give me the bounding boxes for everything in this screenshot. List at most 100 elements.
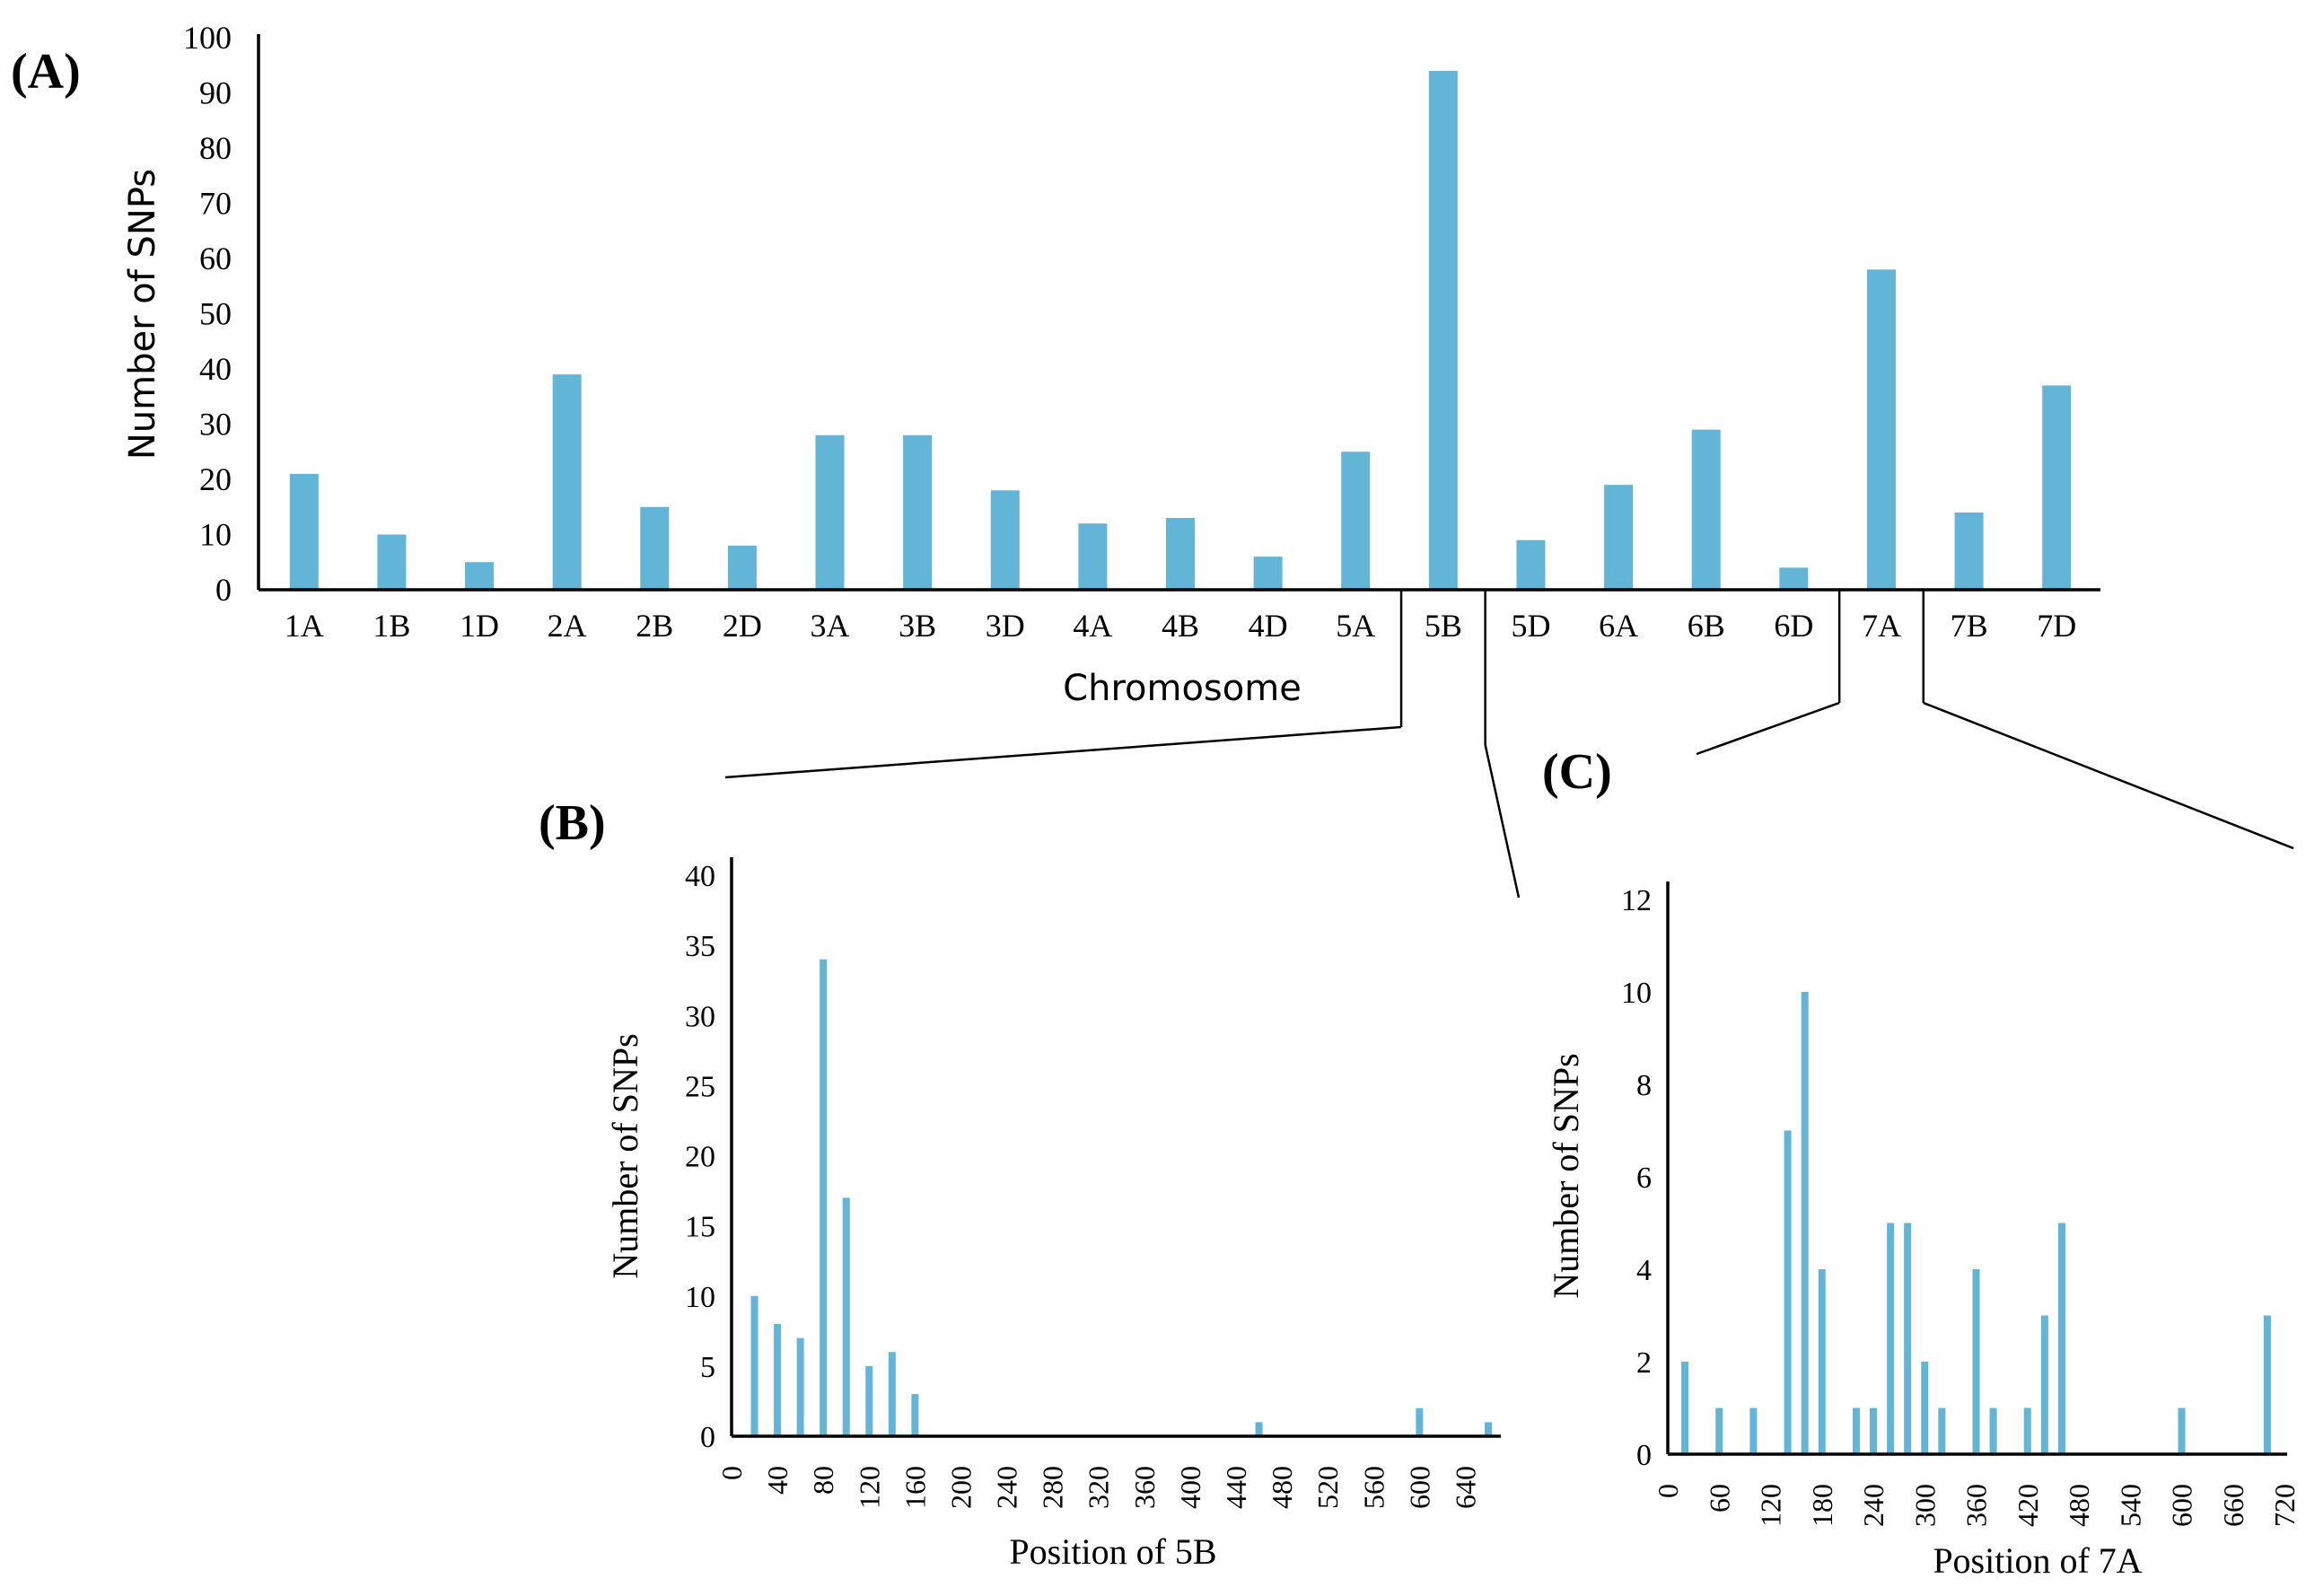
chart-c-ytick-label: 2 xyxy=(1636,1346,1652,1380)
chart-a-ytick-label: 80 xyxy=(199,130,232,166)
chart-b-ytick-label: 10 xyxy=(685,1281,715,1314)
chart-c-xtick-label: 0 xyxy=(1652,1484,1684,1498)
chart-b-xtick-label: 640 xyxy=(1449,1466,1481,1509)
chart-a-ytick-label: 30 xyxy=(199,407,232,443)
chart-c-xtick-label: 240 xyxy=(1857,1484,1890,1527)
chart-c-xtick-label: 540 xyxy=(2114,1484,2146,1527)
chart-a-ytick-label: 20 xyxy=(199,461,232,497)
chart-c-bar xyxy=(1801,992,1809,1454)
chart-a-xtick-label: 7D xyxy=(2037,608,2076,644)
chart-b-ytick-label: 5 xyxy=(700,1351,715,1384)
chart-b-bar xyxy=(911,1394,919,1436)
chart-b-xtick-label: 600 xyxy=(1403,1466,1435,1509)
chart-b-xtick-label: 80 xyxy=(807,1466,839,1495)
chart-b-xtick-label: 520 xyxy=(1311,1466,1344,1509)
chart-a-ytick-label: 50 xyxy=(199,296,232,332)
chart-a-bar-5D xyxy=(1516,539,1546,590)
panel-label-c: (C) xyxy=(1542,744,1612,800)
chart-a-xtick-label: 3A xyxy=(811,608,850,644)
chart-a-bar-1A xyxy=(289,473,319,590)
chart-b-xtick-label: 160 xyxy=(899,1466,931,1509)
chart-c-xtick-label: 180 xyxy=(1806,1484,1838,1527)
chart-a-xtick-label: 2D xyxy=(723,608,762,644)
chart-b-bar xyxy=(820,959,828,1436)
chart-b-xtick-label: 200 xyxy=(944,1466,977,1509)
chart-a-xtick-label: 1D xyxy=(460,608,499,644)
chart-b-xtick-label: 240 xyxy=(991,1466,1023,1509)
chart-a-bar-4D xyxy=(1253,557,1283,590)
chart-a-ytick-label: 0 xyxy=(215,572,232,608)
chart-a-y-axis-label: Number of SNPs xyxy=(122,169,163,460)
chart-a-xtick-label: 2A xyxy=(548,608,587,644)
chart-c-bar xyxy=(1887,1223,1895,1454)
chart-a-bar-6A xyxy=(1604,485,1634,590)
chart-c-xtick-label: 660 xyxy=(2217,1484,2249,1527)
chart-b-ytick-label: 40 xyxy=(685,860,715,893)
chart-a-bar-3A xyxy=(815,434,845,590)
chart-c-xtick-label: 720 xyxy=(2268,1484,2301,1527)
chart-c-ytick-label: 0 xyxy=(1636,1439,1652,1472)
chart-b-xtick-label: 560 xyxy=(1357,1466,1390,1509)
chart-a-xtick-label: 5A xyxy=(1336,608,1375,644)
chart-a-xtick-label: 3D xyxy=(986,608,1025,644)
chart-c-bar xyxy=(1921,1362,1929,1454)
chart-b-ytick-label: 25 xyxy=(685,1070,715,1103)
chart-a-bar-2D xyxy=(727,545,757,590)
chart-a-xtick-label: 2B xyxy=(636,608,673,644)
chart-b-bar xyxy=(865,1365,873,1436)
chart-a-bar-7D xyxy=(2042,385,2072,590)
chart-a-bar-6D xyxy=(1779,567,1809,590)
chart-c-bar xyxy=(2178,1407,2186,1454)
chart-a-bar-6B xyxy=(1691,429,1721,590)
chart-a-xtick-label: 7A xyxy=(1862,608,1901,644)
chart-a-xtick-label: 5D xyxy=(1511,608,1550,644)
chart-c-bar xyxy=(1818,1269,1826,1454)
chart-a-xtick-label: 5B xyxy=(1425,608,1462,644)
chart-a-bar-1D xyxy=(465,562,495,590)
chart-c-bar xyxy=(1681,1362,1689,1454)
zoom-connector-7a-right xyxy=(1923,701,2294,850)
chart-c-ytick-label: 6 xyxy=(1636,1162,1652,1195)
chart-c-bar xyxy=(1989,1407,1997,1454)
chart-b-bar xyxy=(774,1324,782,1436)
chart-b-bar xyxy=(888,1352,896,1436)
chart-b-ytick-label: 0 xyxy=(700,1421,715,1454)
chart-b-bar xyxy=(842,1197,850,1436)
chart-a-ytick-label: 90 xyxy=(199,75,232,111)
chart-c-bar xyxy=(1938,1407,1946,1454)
chart-a-bar-7B xyxy=(1954,512,1984,590)
chart-a-bar-5A xyxy=(1341,452,1371,590)
chart-a-bar-2B xyxy=(640,506,670,590)
chart-c-ytick-label: 8 xyxy=(1636,1069,1652,1102)
chart-a-xtick-label: 3B xyxy=(899,608,936,644)
chart-a-xtick-label: 1A xyxy=(285,608,324,644)
chart-a-ytick-label: 70 xyxy=(199,186,232,222)
zoom-connector-5b-right xyxy=(1484,744,1521,899)
chart-b-x-axis-label: Position of 5B xyxy=(1009,1531,1216,1572)
chart-c-bar xyxy=(1715,1407,1723,1454)
chart-c-ytick-label: 4 xyxy=(1636,1254,1652,1287)
chart-a-ytick-label: 60 xyxy=(199,241,232,276)
chart-c-xtick-label: 60 xyxy=(1703,1484,1735,1513)
chart-b-xtick-label: 320 xyxy=(1083,1466,1115,1509)
chart-a-xtick-label: 7B xyxy=(1951,608,1988,644)
chart-b-ytick-label: 35 xyxy=(685,930,715,963)
chart-c-xtick-label: 120 xyxy=(1755,1484,1787,1527)
chart-a-bar-2A xyxy=(552,374,582,590)
chart-a-bar-7A xyxy=(1866,269,1896,590)
chart-b-xtick-label: 400 xyxy=(1174,1466,1206,1509)
chart-a-xtick-label: 4A xyxy=(1073,608,1112,644)
chart-b-y-axis-label: Number of SNPs xyxy=(605,1033,645,1278)
chart-c-bar xyxy=(1749,1407,1758,1454)
chart-c-bar xyxy=(1904,1223,1912,1454)
chart-c-ytick-label: 10 xyxy=(1621,977,1652,1010)
chart-c-bar xyxy=(1852,1407,1860,1454)
chart-b-ytick-label: 15 xyxy=(685,1211,715,1244)
chart-c-bar xyxy=(1784,1130,1792,1454)
chart-b-bar xyxy=(1255,1422,1263,1436)
chart-b-xtick-label: 440 xyxy=(1220,1466,1252,1509)
chart-c-xtick-label: 600 xyxy=(2166,1484,2198,1527)
